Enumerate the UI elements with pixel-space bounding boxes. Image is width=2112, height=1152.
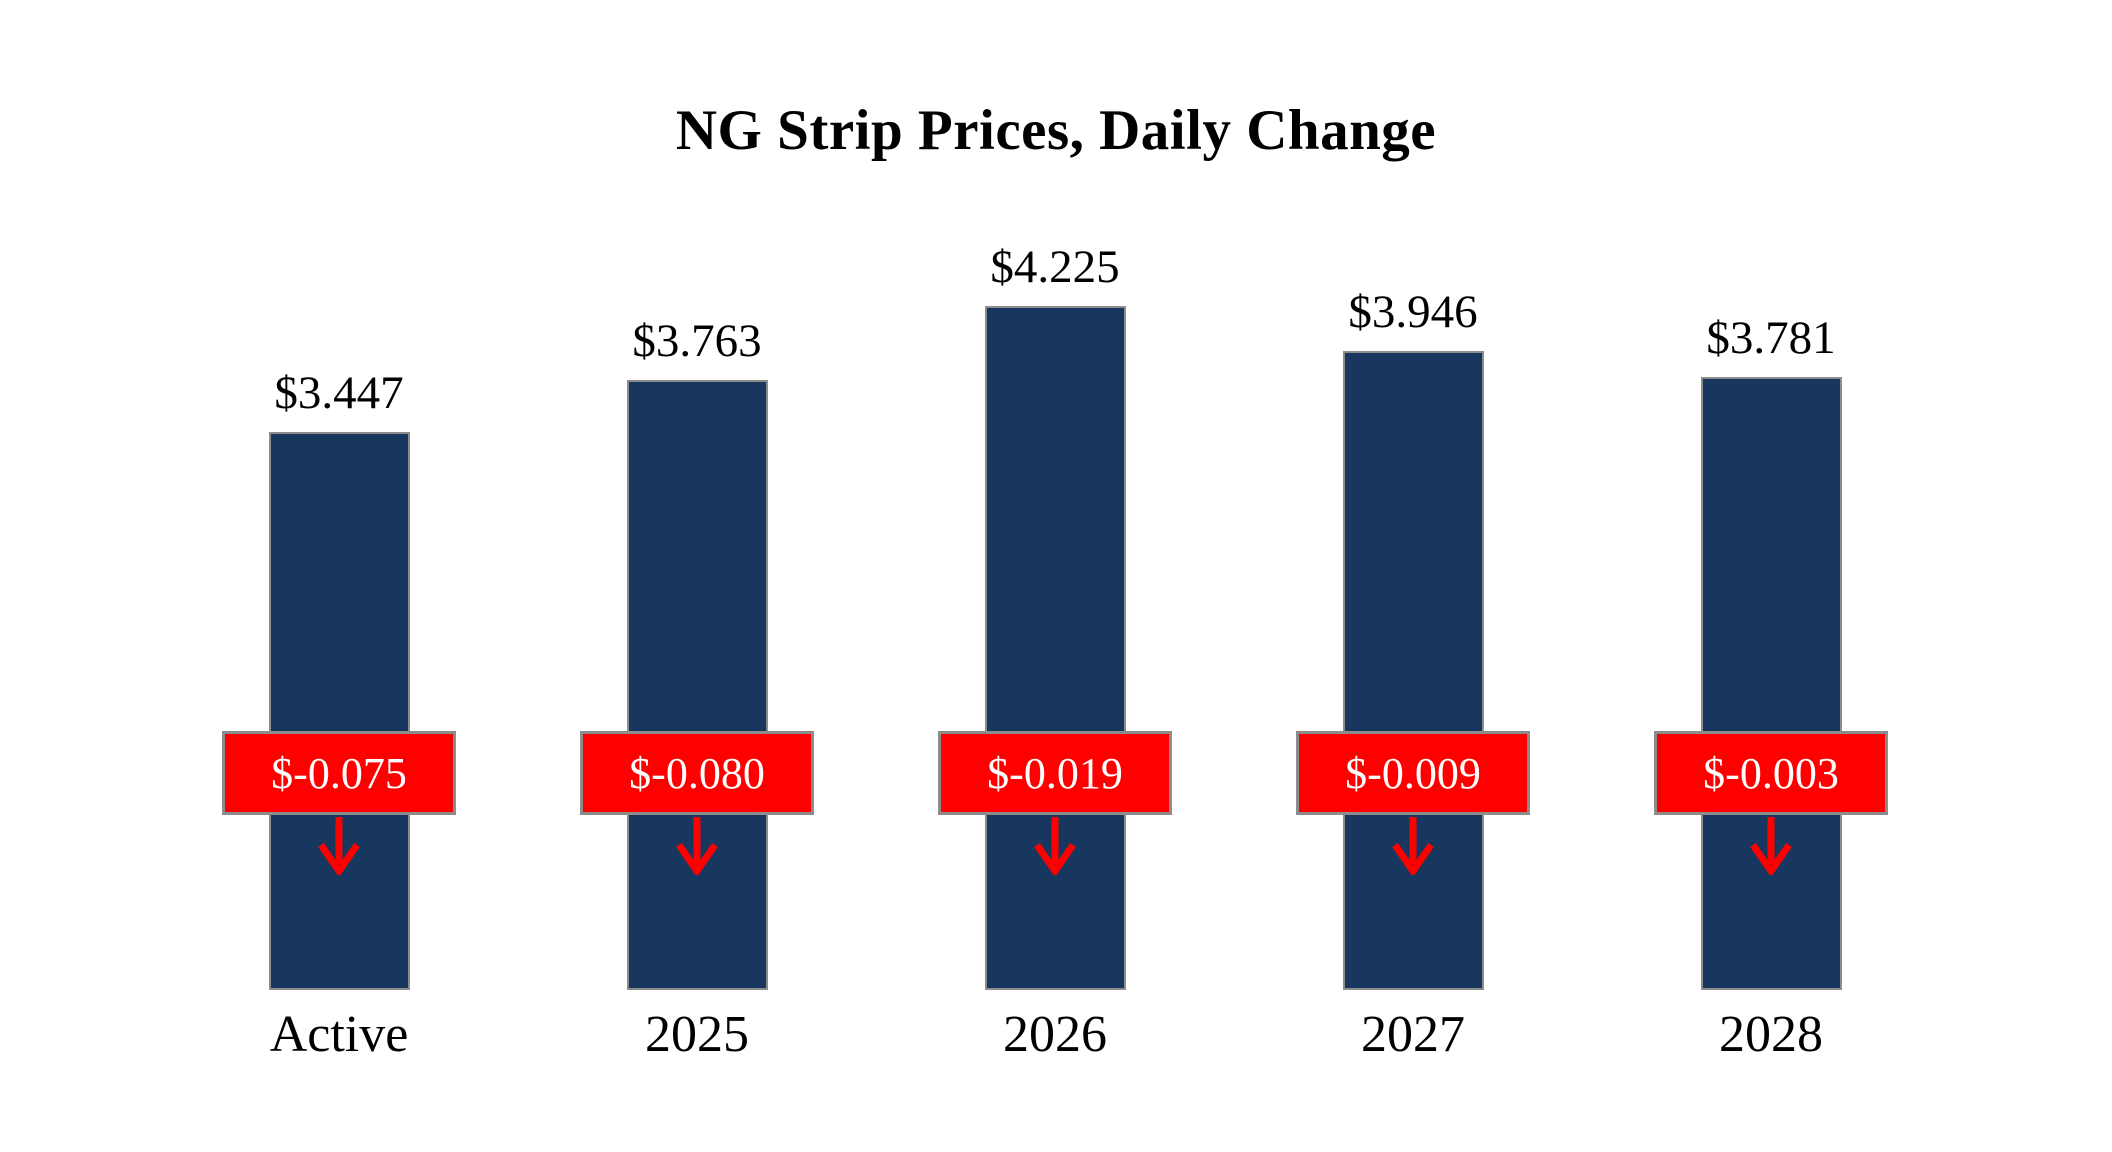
- chart-title: NG Strip Prices, Daily Change: [675, 99, 1437, 162]
- change-badge: $-0.003: [1654, 731, 1888, 815]
- change-badge: $-0.080: [580, 731, 814, 815]
- change-badge: $-0.009: [1296, 731, 1530, 815]
- category-label: Active: [269, 1006, 409, 1063]
- change-badge: $-0.075: [222, 731, 456, 815]
- bar-value-label: $3.447: [274, 367, 404, 420]
- bar-value-label: $3.781: [1706, 312, 1836, 365]
- category-label: 2025: [645, 1006, 749, 1063]
- category-label: 2026: [1003, 1006, 1107, 1063]
- bar: [1700, 377, 1842, 990]
- down-arrow-icon: [1750, 817, 1792, 875]
- bar-value-label: $3.763: [632, 315, 762, 368]
- category-label: 2027: [1361, 1006, 1465, 1063]
- bar: [268, 432, 410, 990]
- bar-value-label: $4.225: [990, 241, 1120, 294]
- down-arrow-icon: [676, 817, 718, 875]
- change-badge: $-0.019: [938, 731, 1172, 815]
- bar-value-label: $3.946: [1348, 286, 1478, 339]
- down-arrow-icon: [1034, 817, 1076, 875]
- down-arrow-icon: [318, 817, 360, 875]
- bar: [984, 306, 1126, 990]
- category-label: 2028: [1719, 1006, 1823, 1063]
- down-arrow-icon: [1392, 817, 1434, 875]
- bar: [626, 380, 768, 990]
- bar: [1342, 351, 1484, 990]
